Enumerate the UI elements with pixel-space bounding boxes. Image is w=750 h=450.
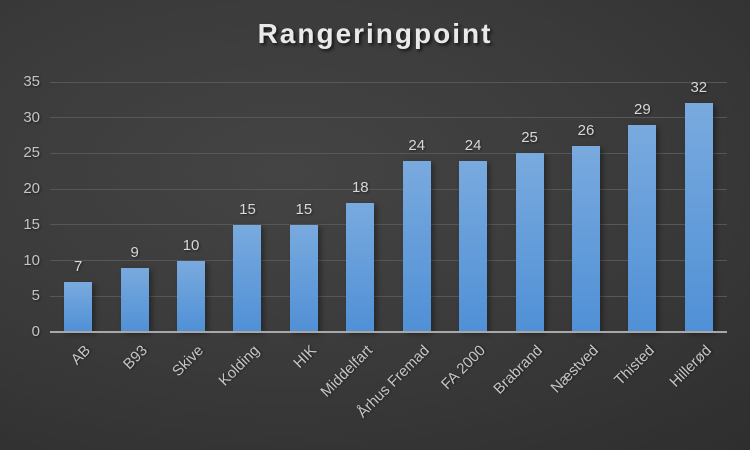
bar <box>120 267 149 332</box>
bar-value-label: 32 <box>690 79 708 97</box>
y-axis-tick-label: 30 <box>23 108 40 126</box>
bar <box>233 224 262 332</box>
x-axis-line <box>50 331 727 333</box>
bar-value-label: 9 <box>130 243 139 261</box>
y-axis-tick-label: 20 <box>23 180 40 198</box>
bar <box>177 260 206 332</box>
bar <box>402 160 431 332</box>
bar <box>64 282 93 332</box>
plot-area: 7 AB 9 B93 10 Skive 15 Kolding 15 HIK 18 Middelfart… <box>50 79 727 421</box>
bar-value-label: 29 <box>634 100 651 118</box>
chart-title: Rangeringpoint <box>257 18 493 49</box>
gridline <box>50 117 727 119</box>
bar <box>515 153 544 332</box>
bar-value-label: 26 <box>577 122 595 140</box>
gridline <box>50 295 727 297</box>
gridline <box>50 260 727 262</box>
bar-value-label: 24 <box>464 136 482 154</box>
bar-value-label: 24 <box>408 136 426 154</box>
y-axis-tick-label: 5 <box>31 287 40 305</box>
bar-value-label: 18 <box>351 179 369 197</box>
y-axis-tick-label: 15 <box>23 215 40 233</box>
bar-value-label: 7 <box>74 258 83 275</box>
gridline <box>50 224 727 226</box>
bar <box>571 146 600 332</box>
bar-value-label: 25 <box>521 129 538 147</box>
y-axis-tick-label: 25 <box>23 144 40 162</box>
bar-value-label: 15 <box>239 200 256 218</box>
y-axis-tick-label: 35 <box>23 73 40 90</box>
bar-value-label: 15 <box>295 200 313 218</box>
gridline <box>50 152 727 154</box>
bar <box>459 160 488 332</box>
bar-value-label: 10 <box>182 236 200 254</box>
bar <box>684 103 713 332</box>
bar <box>289 224 318 332</box>
bar <box>346 203 375 332</box>
bar <box>628 124 657 332</box>
gridline <box>50 188 727 190</box>
gridline <box>50 81 727 83</box>
y-axis-tick-label: 0 <box>31 323 40 340</box>
y-axis-tick-label: 10 <box>23 251 40 269</box>
